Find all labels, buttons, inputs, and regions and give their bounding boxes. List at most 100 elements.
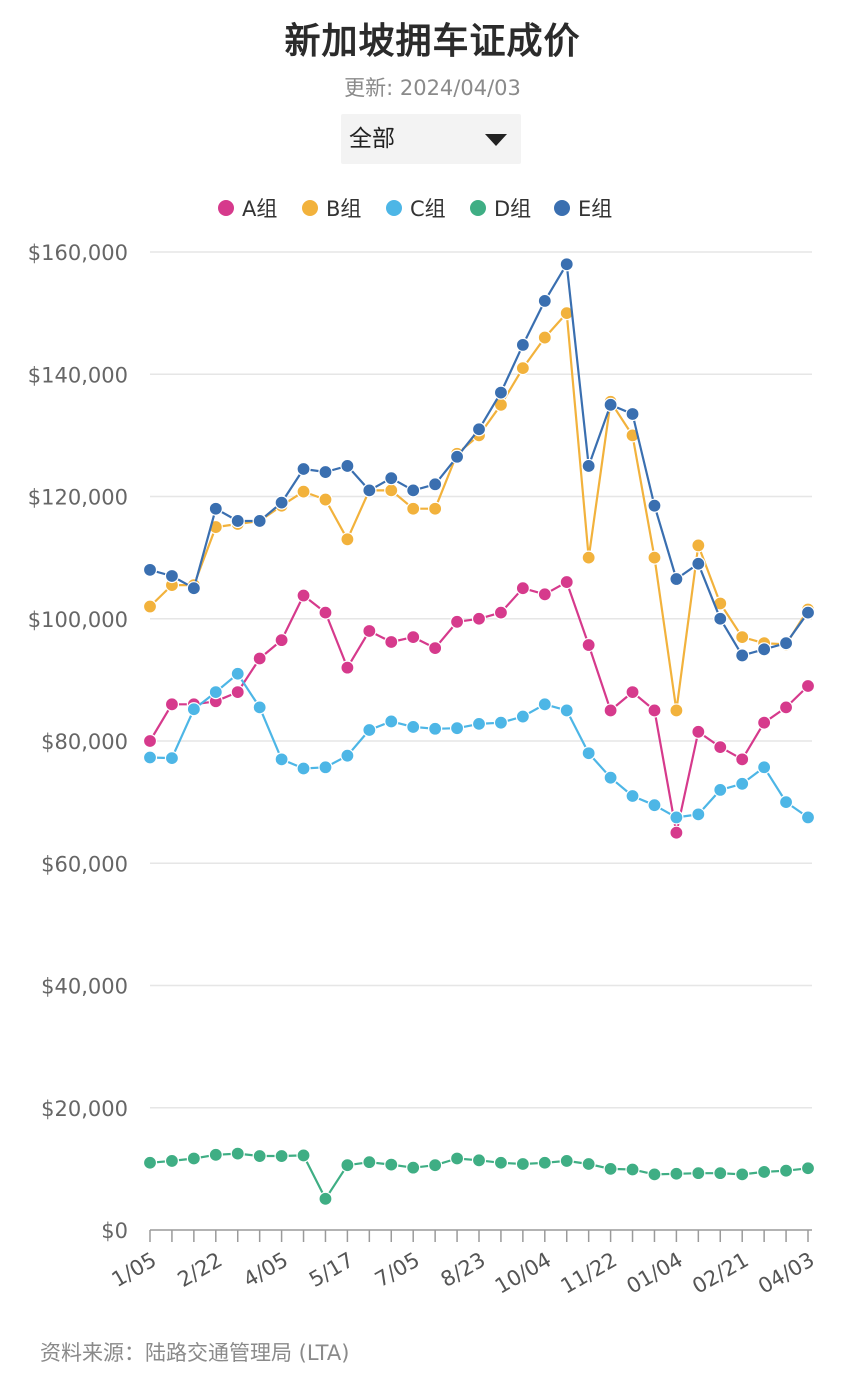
data-point [252,651,267,666]
data-point [603,1161,618,1176]
data-point [274,633,289,648]
x-tick-label: 4/05 [239,1248,292,1292]
series-E组 [142,257,816,663]
data-point [669,1166,684,1181]
legend-item[interactable]: D组 [470,197,531,221]
legend-label: D组 [494,197,531,221]
y-tick-label: $40,000 [41,975,128,999]
data-point [800,678,816,694]
x-tick-label: 2/22 [173,1248,226,1292]
data-point [362,483,377,498]
x-tick-label: 10/04 [491,1248,555,1299]
data-point [713,740,728,755]
series-D组 [142,1146,816,1206]
data-point [296,1148,311,1163]
data-point [164,1153,180,1169]
legend-label: A组 [242,197,277,221]
data-point [142,562,158,577]
data-point [559,306,574,321]
data-point [537,1155,552,1170]
x-tick-label: 7/05 [371,1248,424,1292]
y-tick-label: $140,000 [28,363,128,387]
data-point [603,703,618,718]
data-point [559,257,574,272]
data-point [515,709,530,724]
data-point [449,721,465,736]
series-A组 [142,574,816,840]
data-point [625,788,640,804]
y-tick-label: $120,000 [28,486,128,510]
data-point [778,700,794,715]
source-note: 资料来源：陆路交通管理局 (LTA) [40,1341,350,1365]
data-point [581,550,596,565]
legend-marker [554,200,570,216]
legend-item[interactable]: C组 [386,197,446,221]
data-point [669,810,684,825]
data-point [296,484,311,499]
data-point [559,574,574,590]
data-point [208,1147,223,1162]
data-point [142,750,158,765]
data-point [669,571,684,587]
data-point [471,716,487,731]
data-point [428,640,443,656]
legend-item[interactable]: E组 [554,197,612,221]
line-chart: $0 $20,000 $40,000 $60,000 $80,000 $100,000 $1… [28,197,819,1299]
data-point [691,724,706,739]
caret-down-icon [485,134,507,146]
data-point [559,703,574,718]
data-point [735,629,750,645]
category-dropdown[interactable]: 全部 [341,114,521,164]
data-point [230,666,245,681]
series-line [149,672,809,819]
data-point [296,588,311,603]
data-point [384,634,399,650]
data-point [669,703,684,718]
data-point [274,495,289,510]
legend: A组 B组 C组 D组 E组 [218,197,612,221]
data-point [406,629,421,645]
data-point [625,1162,640,1177]
data-point [318,1191,333,1206]
y-tick-label: $100,000 [28,608,128,632]
series-C组 [142,666,816,825]
data-point [164,751,180,766]
data-point [581,637,596,653]
data-point [340,660,355,675]
data-point [142,599,158,614]
data-point [252,1148,267,1164]
data-point [384,1157,399,1172]
chart-subtitle: 更新: 2024/04/03 [344,76,521,100]
data-point [757,642,772,657]
y-tick-label: $0 [101,1219,128,1243]
data-point [406,719,421,735]
data-point [735,776,750,791]
data-point [625,684,640,700]
data-point [208,501,223,516]
series-B组 [142,306,816,718]
data-point [471,611,487,626]
data-point [603,770,618,785]
legend-item[interactable]: B组 [302,197,361,221]
data-point [581,746,596,761]
data-point [800,810,816,825]
data-point [428,477,443,492]
data-point [318,605,333,620]
data-point [362,623,377,639]
legend-item[interactable]: A组 [218,197,277,221]
legend-marker [470,200,486,216]
data-point [471,422,487,437]
data-point [296,761,311,776]
data-point [515,361,530,376]
data-point [384,714,399,729]
data-point [230,1146,245,1161]
data-point [318,464,333,480]
data-point [406,1160,421,1175]
data-point [493,715,509,730]
data-point [449,614,465,629]
data-point [713,611,728,626]
data-point [735,1167,750,1182]
x-tick-label: 01/04 [622,1248,686,1299]
data-point [515,581,530,596]
data-point [691,807,706,822]
